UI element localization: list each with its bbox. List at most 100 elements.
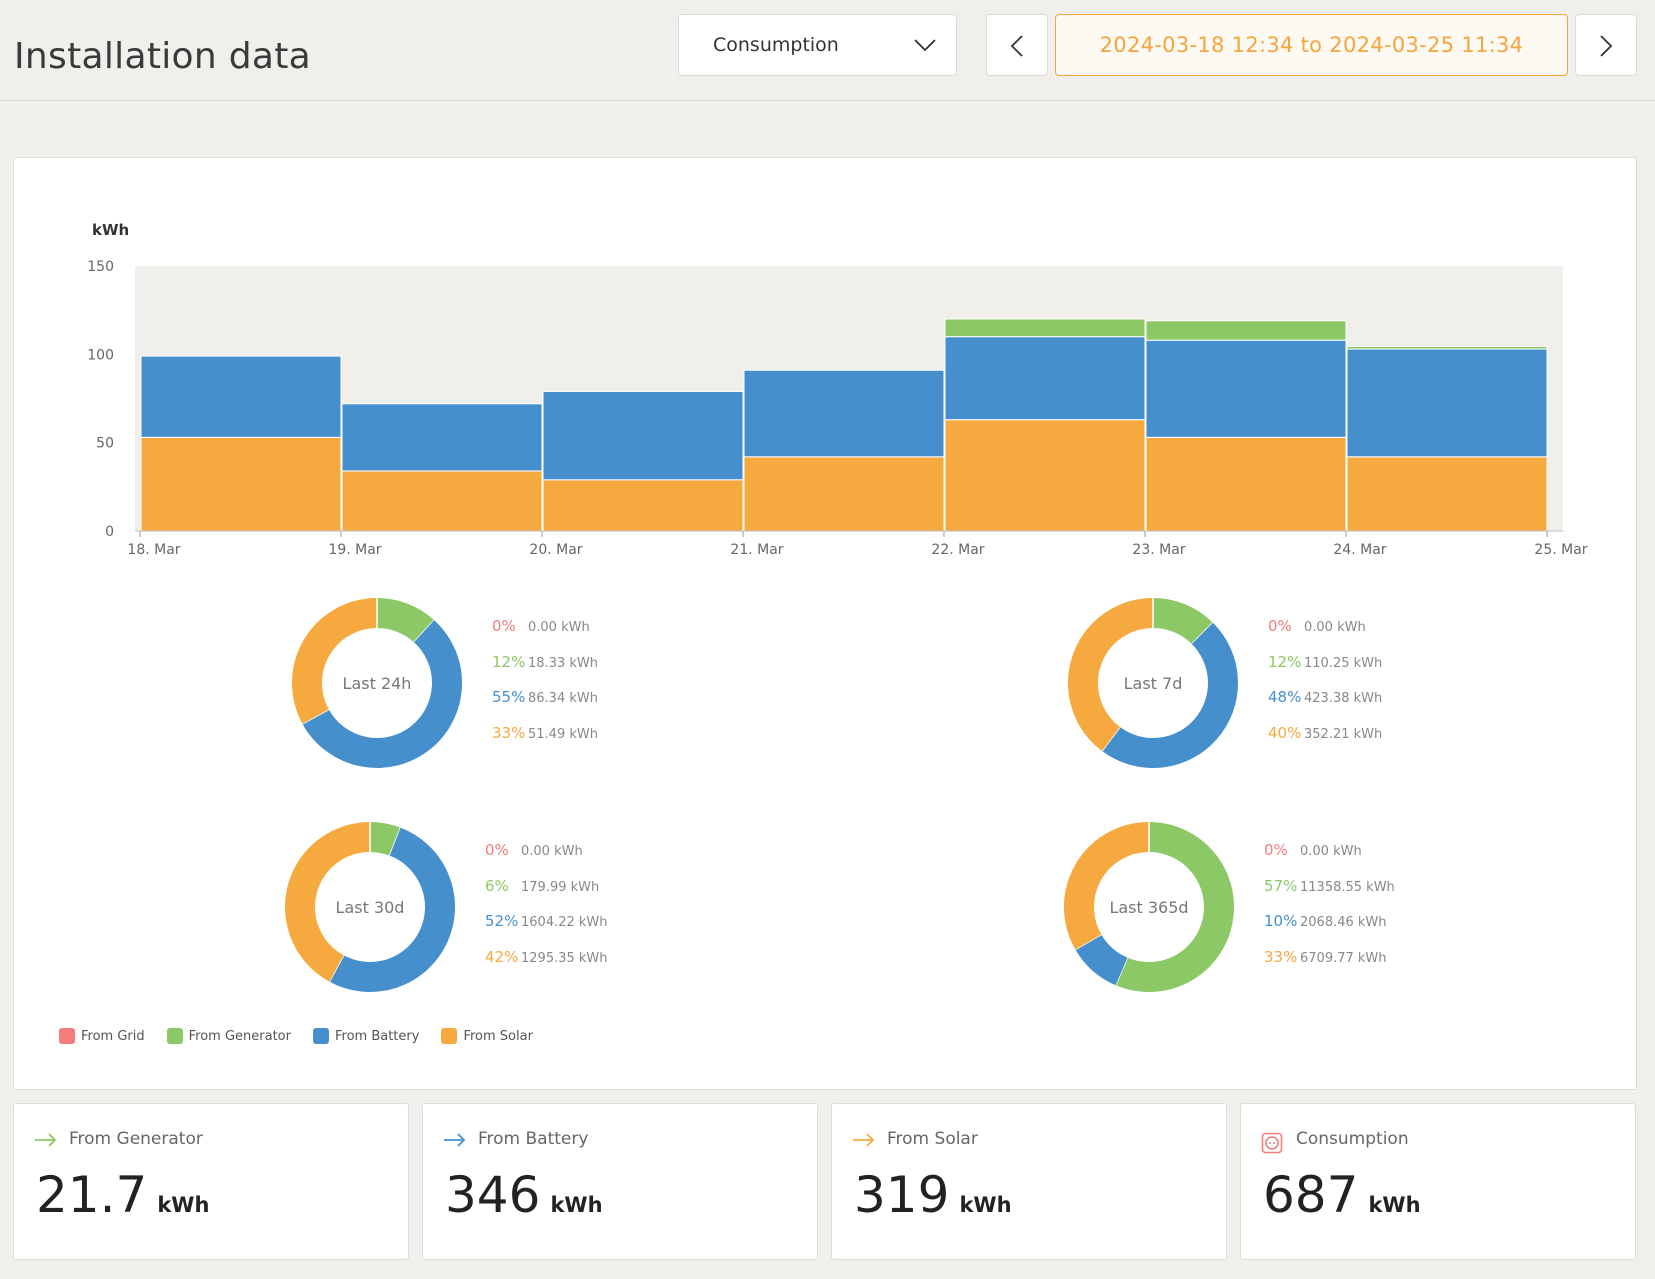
chevron-left-icon (1010, 35, 1023, 57)
x-tick-label: 23. Mar (1132, 542, 1185, 558)
card-number: 21.7 (36, 1166, 148, 1224)
stat-kwh: 110.25 kWh (1304, 655, 1383, 671)
card-unit: kWh (550, 1193, 603, 1217)
arrow-right-icon (852, 1132, 876, 1152)
card-title: Consumption (1296, 1129, 1409, 1149)
stat-kwh: 2068.46 kWh (1300, 915, 1387, 930)
legend-item-grid[interactable]: From Grid (59, 1028, 145, 1044)
donut-slice-generator[interactable] (1152, 598, 1213, 645)
stat-kwh: 86.34 kWh (528, 691, 598, 706)
legend-item-generator[interactable]: From Generator (166, 1028, 291, 1044)
stat-percent: 0% (492, 617, 516, 635)
donut-chart: Last 24h (292, 598, 462, 768)
donut-stat-row-grid: 0% 0.00 kWh (1264, 840, 1395, 876)
x-tick-label: 22. Mar (931, 542, 984, 558)
card-value: 687 kWh (1263, 1166, 1421, 1224)
donut-stat-row-solar: 40% 352.21 kWh (1268, 723, 1382, 759)
donut-stat-row-generator: 12% 18.33 kWh (492, 652, 598, 688)
card-unit: kWh (959, 1193, 1012, 1217)
stat-kwh: 1295.35 kWh (521, 950, 608, 966)
donut-slice-generator[interactable] (369, 822, 401, 856)
donut-stats-list: 0% 0.00 kWh 12% 18.33 kWh 55% 86.34 kWh 33% 51.… (492, 616, 598, 758)
donut-center-label: Last 30d (336, 898, 405, 917)
legend-item-battery[interactable]: From Battery (312, 1028, 420, 1044)
page-title: Installation data (14, 36, 312, 77)
donut-slice-solar[interactable] (1064, 822, 1150, 950)
donut-stat-row-battery: 10% 2068.46 kWh (1264, 911, 1395, 947)
card-number: 319 (854, 1166, 950, 1224)
stat-percent: 0% (1268, 617, 1292, 635)
y-tick-label: 100 (87, 347, 114, 363)
card-unit: kWh (1368, 1193, 1421, 1217)
donut-slice-divider (1074, 933, 1102, 951)
donut-slice-generator[interactable] (1115, 822, 1234, 992)
stat-percent: 12% (1268, 652, 1302, 671)
donut-slice-solar[interactable] (285, 822, 371, 982)
stat-kwh: 51.49 kWh (528, 726, 598, 742)
bar-solar[interactable] (1145, 436, 1347, 532)
donut-slice-generator[interactable] (376, 598, 435, 643)
stat-percent: 0% (485, 841, 509, 859)
stat-kwh: 352.21 kWh (1304, 726, 1383, 742)
bar-battery[interactable] (1145, 339, 1347, 438)
card-title: From Solar (887, 1129, 978, 1149)
donut-slice-battery[interactable] (1102, 622, 1238, 768)
bar-battery[interactable] (944, 336, 1146, 421)
donut-stat-row-grid: 0% 0.00 kWh (492, 616, 598, 652)
bar-battery[interactable] (542, 390, 744, 481)
stat-kwh: 0.00 kWh (1304, 620, 1366, 635)
legend-label: From Solar (463, 1028, 533, 1044)
card-from-solar: From Solar 319 kWh (831, 1103, 1227, 1260)
card-title: From Battery (478, 1129, 589, 1149)
bar-generator[interactable] (1145, 320, 1347, 341)
donut-stat-row-battery: 48% 423.38 kWh (1268, 687, 1382, 723)
donut-slice-divider (413, 619, 435, 643)
y-axis-unit: kWh (92, 221, 129, 239)
bar-generator[interactable] (1346, 345, 1548, 350)
stat-percent: 42% (485, 947, 519, 966)
data-type-select[interactable]: Consumption (678, 14, 957, 76)
legend-item-solar[interactable]: From Solar (441, 1028, 533, 1044)
stat-percent: 0% (1264, 841, 1288, 859)
chevron-down-icon (914, 37, 936, 56)
card-value: 346 kWh (445, 1166, 603, 1224)
bar-battery[interactable] (1346, 348, 1548, 458)
donut-slice-battery[interactable] (1075, 933, 1129, 986)
legend-swatch (312, 1028, 329, 1044)
stat-percent: 48% (1268, 688, 1302, 706)
bar-solar[interactable] (140, 436, 342, 532)
donut-slice-solar[interactable] (1068, 598, 1154, 751)
bar-solar[interactable] (341, 470, 543, 532)
bar-solar[interactable] (743, 456, 945, 532)
bar-generator[interactable] (944, 318, 1146, 338)
bar-battery[interactable] (743, 369, 945, 458)
x-tick-label: 25. Mar (1534, 542, 1587, 558)
bar-solar[interactable] (1346, 456, 1548, 532)
legend-swatch (59, 1028, 75, 1044)
bar-solar[interactable] (542, 479, 744, 532)
bar-battery[interactable] (341, 403, 543, 472)
bar-solar[interactable] (944, 419, 1146, 532)
stat-percent: 55% (492, 688, 526, 706)
legend-label: From Battery (334, 1028, 420, 1044)
donut-last-365d: Last 365d 0% 0.00 kWh 57% 11358.55 kWh 10% 206… (1064, 822, 1484, 1012)
donut-stat-row-solar: 42% 1295.35 kWh (485, 947, 608, 983)
previous-period-button[interactable] (986, 14, 1048, 76)
power-socket-icon (1261, 1132, 1283, 1158)
page-header: Installation data Consumption 2024-03-18… (0, 0, 1655, 101)
next-period-button[interactable] (1575, 14, 1637, 76)
donut-stats-list: 0% 0.00 kWh 12% 110.25 kWh 48% 423.38 kWh 40% 3… (1268, 616, 1382, 758)
stat-kwh: 1604.22 kWh (521, 915, 608, 930)
donut-chart: Last 30d (285, 822, 455, 992)
donut-slice-solar[interactable] (292, 598, 378, 724)
donut-slice-battery[interactable] (302, 620, 462, 768)
donut-stat-row-battery: 55% 86.34 kWh (492, 687, 598, 723)
donut-stat-row-grid: 0% 0.00 kWh (485, 840, 608, 876)
stat-kwh: 179.99 kWh (521, 879, 600, 895)
date-range-picker[interactable]: 2024-03-18 12:34 to 2024-03-25 11:34 (1055, 14, 1568, 76)
donut-slice-battery[interactable] (329, 827, 455, 992)
card-unit: kWh (157, 1193, 210, 1217)
card-value: 21.7 kWh (36, 1166, 209, 1224)
donut-center-label: Last 24h (343, 674, 412, 693)
bar-battery[interactable] (140, 355, 342, 438)
